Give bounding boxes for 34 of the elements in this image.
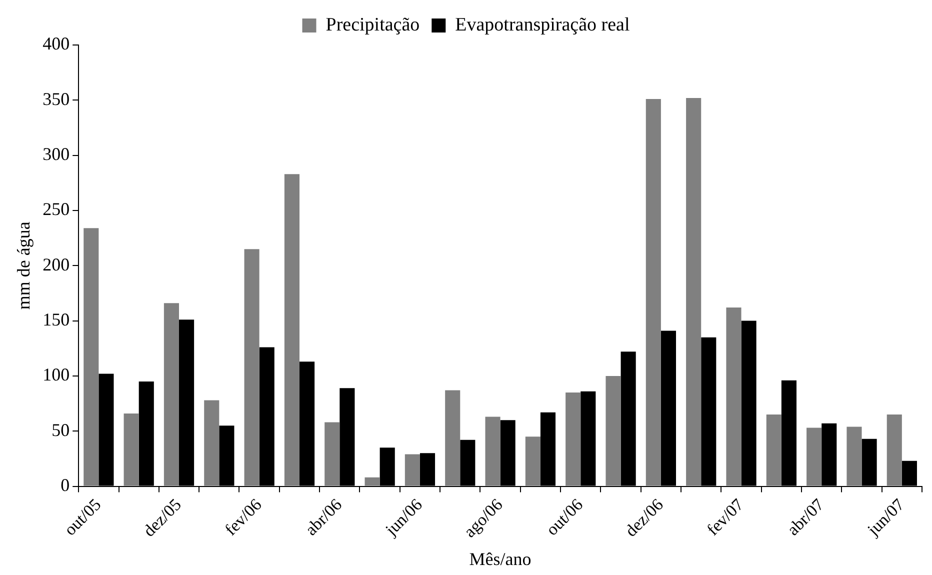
bar	[726, 308, 742, 486]
bar	[606, 376, 621, 486]
y-tick-label: 100	[42, 364, 70, 385]
bar	[84, 228, 99, 486]
bar	[204, 400, 220, 486]
bar	[886, 414, 902, 486]
legend-label: Precipitação	[326, 14, 420, 36]
bar	[445, 390, 460, 486]
legend-label: Evapotranspiração real	[455, 14, 630, 36]
y-tick-label: 350	[42, 88, 70, 109]
bar	[766, 414, 782, 486]
y-tick-label: 150	[42, 310, 70, 330]
y-tick-label: 50	[52, 420, 70, 440]
y-tick-label: 400	[42, 34, 70, 54]
bar	[646, 99, 661, 486]
bar	[566, 392, 581, 486]
bar	[686, 98, 702, 486]
bar	[244, 249, 260, 486]
bar	[124, 413, 139, 486]
bar	[164, 303, 180, 486]
y-tick-label: 250	[42, 199, 70, 220]
bar	[525, 436, 540, 486]
bar	[404, 454, 420, 486]
bar	[806, 428, 822, 486]
y-axis-title: mm de água	[14, 222, 34, 310]
y-tick-label: 300	[42, 144, 70, 164]
bar	[846, 426, 862, 486]
bar	[485, 416, 500, 486]
x-axis-title: Mês/ano	[469, 548, 532, 569]
bar	[324, 422, 340, 486]
y-tick-label: 200	[42, 254, 70, 274]
bar	[364, 477, 380, 486]
y-tick-label: 0	[60, 474, 70, 495]
bar	[284, 174, 300, 486]
